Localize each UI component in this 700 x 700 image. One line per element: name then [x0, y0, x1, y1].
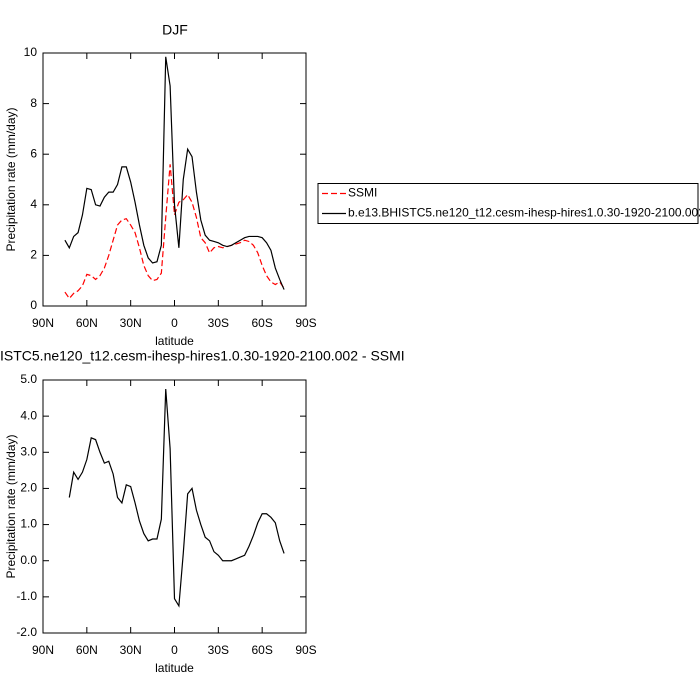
data-line	[68, 388, 285, 608]
y-tick-label: 0.0	[20, 553, 37, 567]
x-axis-label: latitude	[155, 334, 194, 348]
y-tick-label: 5.0	[20, 372, 37, 386]
x-tick-label: 60N	[76, 643, 98, 657]
y-tick-label: 10	[24, 45, 38, 59]
y-tick-label: 6	[30, 146, 37, 160]
x-tick-label: 60S	[251, 316, 272, 330]
legend: SSMI b.e13.BHISTC5.ne120_t12.cesm-ihesp-h…	[317, 183, 700, 224]
y-tick-label: 2.0	[20, 481, 37, 495]
y-tick-label: -1.0	[16, 589, 37, 603]
y-axis-label: Precipitation rate (mm/day)	[4, 107, 18, 251]
legend-box	[317, 183, 699, 224]
chart-title: ISTC5.ne120_t12.cesm-ihesp-hires1.0.30-1…	[0, 348, 405, 364]
data-line	[64, 56, 285, 290]
x-tick-label: 60N	[76, 316, 98, 330]
y-tick-label: 3.0	[20, 444, 37, 458]
x-tick-label: 90N	[32, 316, 54, 330]
x-tick-label: 30S	[208, 643, 229, 657]
legend-label: SSMI	[348, 186, 377, 200]
x-tick-label: 0	[171, 316, 178, 330]
x-axis-label: latitude	[155, 661, 194, 675]
plot-frame	[42, 52, 307, 307]
plot-frame	[42, 379, 307, 634]
x-tick-label: 90S	[295, 643, 316, 657]
y-tick-label: 8	[30, 96, 37, 110]
x-tick-label: 90S	[295, 316, 316, 330]
y-tick-label: 4	[30, 197, 37, 211]
y-tick-label: 2	[30, 248, 37, 262]
x-tick-label: 0	[171, 643, 178, 657]
y-tick-label: 4.0	[20, 408, 37, 422]
y-tick-label: -2.0	[16, 625, 37, 639]
x-tick-label: 30N	[120, 643, 142, 657]
x-tick-label: 30S	[208, 316, 229, 330]
y-axis-label: Precipitation rate (mm/day)	[4, 434, 18, 578]
chart-title: DJF	[162, 22, 188, 38]
x-tick-label: 90N	[32, 643, 54, 657]
y-tick-label: 1.0	[20, 517, 37, 531]
data-line	[64, 164, 285, 300]
legend-label: b.e13.BHISTC5.ne120_t12.cesm-ihesp-hires…	[348, 206, 700, 220]
x-tick-label: 60S	[251, 643, 272, 657]
x-tick-label: 30N	[120, 316, 142, 330]
y-tick-label: 0	[30, 298, 37, 312]
